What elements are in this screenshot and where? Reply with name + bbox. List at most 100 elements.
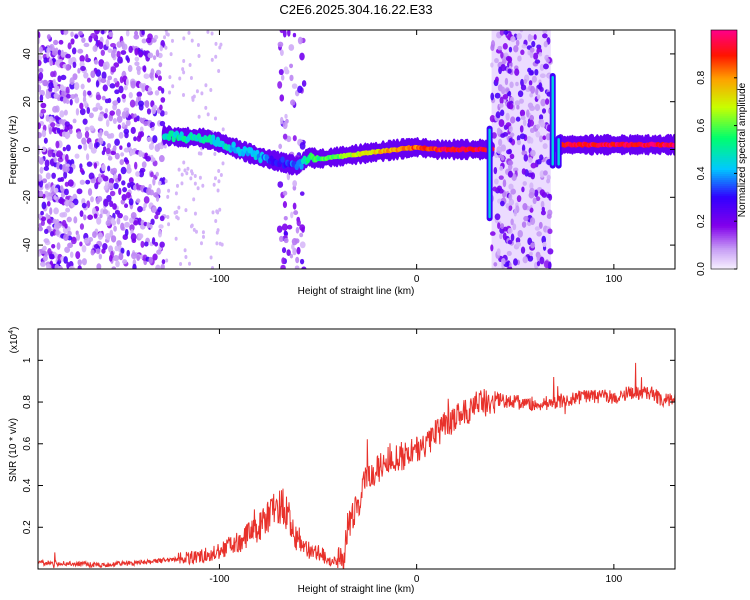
- ridge-cell: [210, 134, 216, 141]
- noise-blob: [171, 84, 175, 89]
- noise-blob: [125, 192, 132, 199]
- noise-blob: [547, 248, 554, 255]
- noise-blob: [149, 72, 154, 79]
- noise-blob: [83, 214, 87, 221]
- noise-blob: [133, 220, 139, 226]
- noise-blob: [292, 135, 297, 142]
- figure-title: C2E6.2025.304.16.22.E33: [279, 2, 432, 17]
- spike-core: [557, 138, 560, 166]
- noise-blob: [189, 224, 193, 229]
- noise-blob: [494, 92, 501, 99]
- colorbar-segment: [711, 181, 737, 184]
- spike-core: [488, 128, 491, 219]
- noise-blob: [38, 144, 41, 153]
- noise-blob: [108, 245, 114, 253]
- colorbar-segment: [711, 155, 737, 159]
- noise-blob: [81, 37, 86, 43]
- noise-blob: [181, 67, 185, 72]
- noise-blob: [46, 196, 53, 202]
- colorbar-segment: [711, 121, 737, 125]
- snr-y-tick-label: 0.4: [22, 478, 33, 492]
- noise-blob: [129, 217, 134, 224]
- noise-blob: [73, 216, 78, 224]
- noise-blob: [76, 188, 83, 195]
- noise-blob: [109, 190, 116, 197]
- noise-blob: [530, 85, 536, 94]
- noise-blob: [169, 52, 173, 57]
- noise-blob: [67, 242, 74, 249]
- noise-blob: [107, 155, 113, 161]
- noise-blob: [499, 200, 505, 207]
- noise-blob: [297, 36, 303, 45]
- noise-blob: [215, 241, 219, 246]
- noise-blob: [117, 56, 123, 64]
- noise-blob: [517, 229, 523, 238]
- noise-blob: [513, 167, 519, 173]
- noise-blob: [127, 115, 132, 120]
- noise-blob: [527, 157, 533, 164]
- colorbar-segment: [711, 243, 737, 246]
- noise-blob: [513, 208, 518, 217]
- noise-blob: [75, 251, 81, 260]
- colorbar-segment: [711, 161, 737, 165]
- noise-blob: [118, 244, 122, 251]
- snr-y-tick-label: 0.8: [22, 395, 33, 409]
- noise-blob: [281, 247, 287, 254]
- noise-blob: [279, 49, 284, 56]
- colorbar-segment: [711, 63, 737, 67]
- noise-blob: [102, 243, 108, 251]
- noise-blob: [534, 103, 541, 112]
- noise-blob: [77, 144, 83, 150]
- colorbar-segment: [711, 131, 737, 135]
- noise-blob: [515, 81, 519, 87]
- noise-blob: [217, 69, 221, 74]
- noise-blob: [276, 225, 283, 233]
- noise-blob: [98, 59, 105, 67]
- noise-blob: [539, 121, 546, 128]
- noise-blob: [65, 86, 70, 94]
- noise-blob: [508, 205, 512, 212]
- snr-y-tick-label: 1: [22, 357, 33, 363]
- colorbar-segment: [711, 61, 737, 65]
- colorbar-segment: [711, 113, 737, 117]
- colorbar-segment: [711, 139, 737, 143]
- noise-blob: [59, 110, 65, 118]
- snr-x-label: Height of straight line (km): [298, 584, 415, 595]
- noise-blob: [92, 231, 97, 238]
- colorbar-segment: [711, 225, 737, 228]
- noise-blob: [154, 241, 159, 247]
- colorbar-segment: [711, 241, 737, 244]
- noise-blob: [197, 151, 201, 156]
- noise-blob: [57, 49, 62, 56]
- noise-blob: [150, 154, 154, 163]
- noise-blob: [174, 236, 178, 241]
- colorbar-segment: [711, 235, 737, 238]
- noise-blob: [153, 34, 159, 40]
- noise-blob: [40, 210, 44, 216]
- noise-blob: [146, 136, 153, 142]
- noise-blob: [86, 161, 93, 167]
- colorbar-segment: [711, 93, 737, 97]
- noise-blob: [536, 94, 541, 100]
- noise-blob: [56, 161, 61, 170]
- noise-blob: [44, 159, 50, 168]
- colorbar-segment: [711, 203, 737, 206]
- noise-blob: [53, 92, 59, 99]
- noise-blob: [523, 215, 529, 222]
- noise-blob: [170, 38, 174, 43]
- spectrogram-x-tick-label: -100: [209, 274, 229, 285]
- noise-blob: [38, 174, 43, 182]
- noise-blob: [118, 187, 122, 196]
- colorbar-segment: [711, 163, 737, 167]
- noise-blob: [158, 155, 165, 163]
- noise-blob: [539, 189, 545, 196]
- noise-blob: [160, 97, 166, 103]
- noise-blob: [38, 46, 43, 54]
- noise-blob: [280, 74, 285, 81]
- noise-blob: [74, 96, 80, 104]
- colorbar-segment: [711, 147, 737, 151]
- noise-blob: [111, 167, 118, 175]
- noise-blob: [141, 206, 146, 212]
- colorbar-segment: [711, 175, 737, 178]
- noise-blob: [125, 119, 131, 126]
